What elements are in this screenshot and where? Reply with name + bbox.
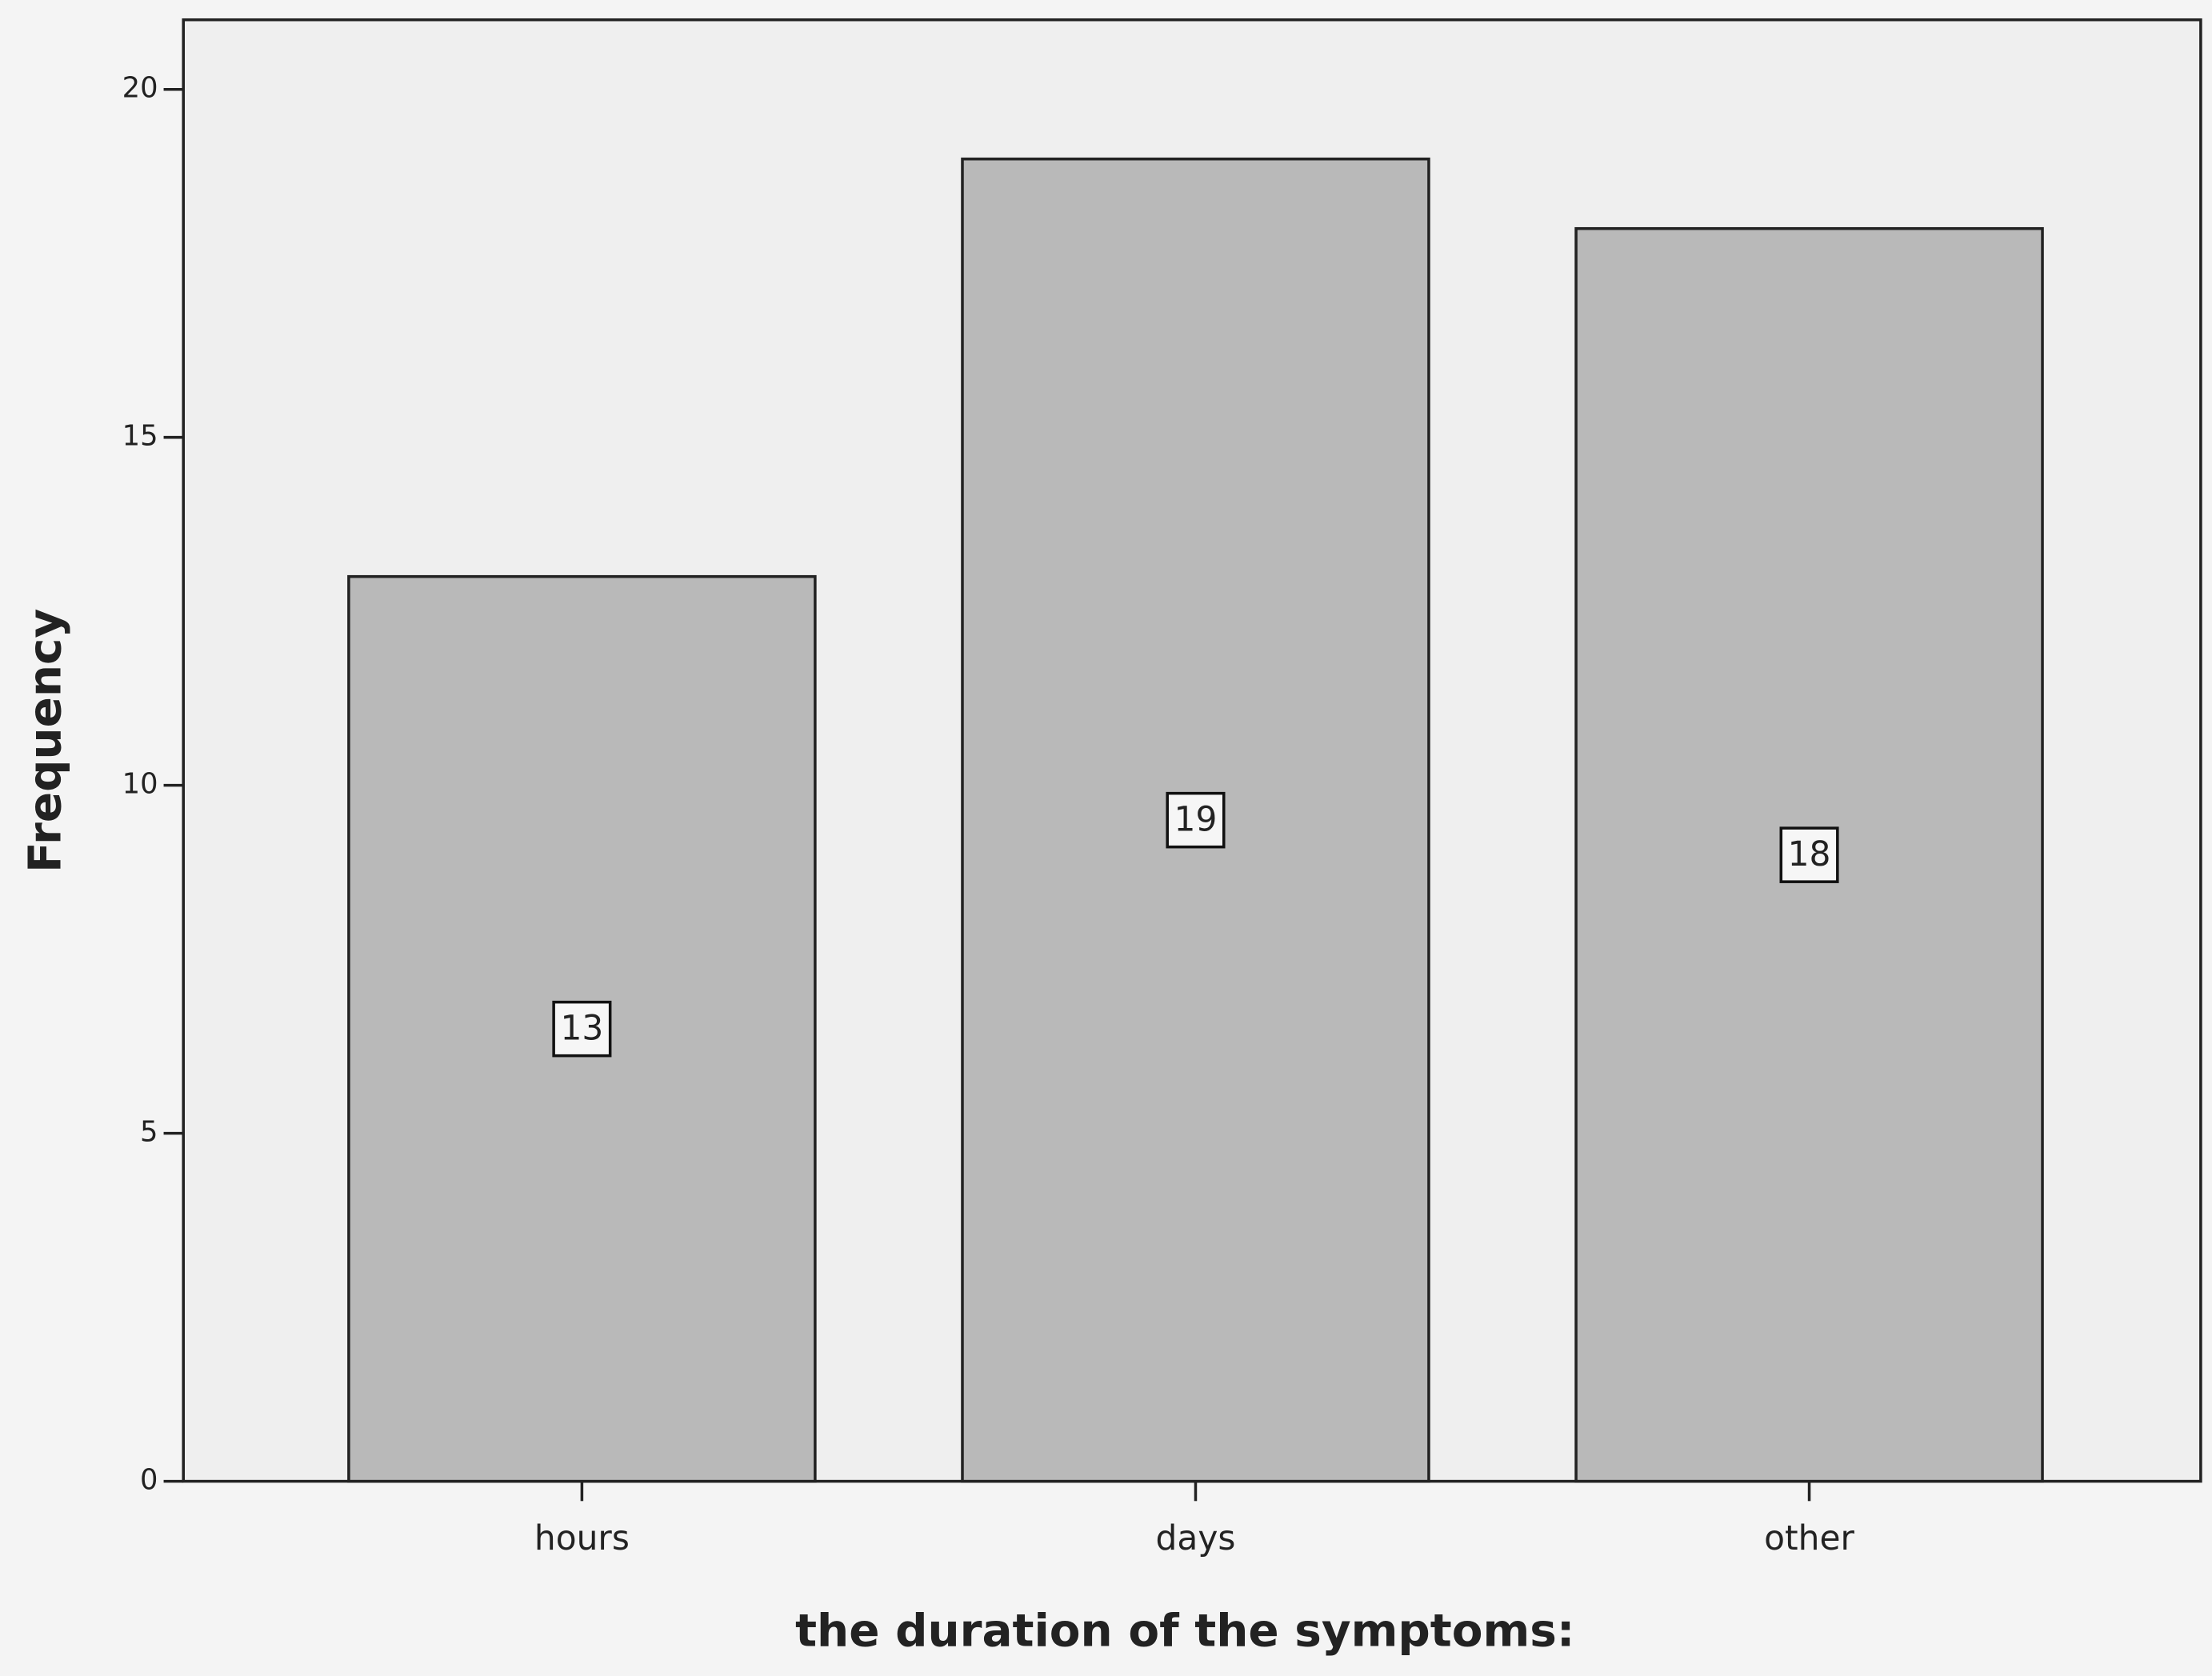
y-tick-label: 15 <box>122 420 158 453</box>
y-tick-label: 5 <box>140 1116 158 1149</box>
value-label: 18 <box>1788 834 1831 874</box>
y-tick-label: 0 <box>140 1464 158 1497</box>
x-tick-label: days <box>1156 1518 1236 1558</box>
value-label: 13 <box>560 1008 603 1047</box>
value-label-box <box>1166 791 1226 849</box>
x-tick-label: other <box>1764 1518 1854 1558</box>
x-axis-title: the duration of the symptoms: <box>795 1606 1574 1658</box>
y-tick-label: 10 <box>122 768 158 801</box>
y-axis-title: Frequency <box>20 609 72 873</box>
value-label: 19 <box>1174 799 1218 838</box>
value-label-box <box>1779 826 1839 883</box>
y-tick-label: 20 <box>122 72 158 105</box>
value-label-box <box>552 1000 612 1058</box>
x-tick-label: hours <box>534 1518 630 1558</box>
